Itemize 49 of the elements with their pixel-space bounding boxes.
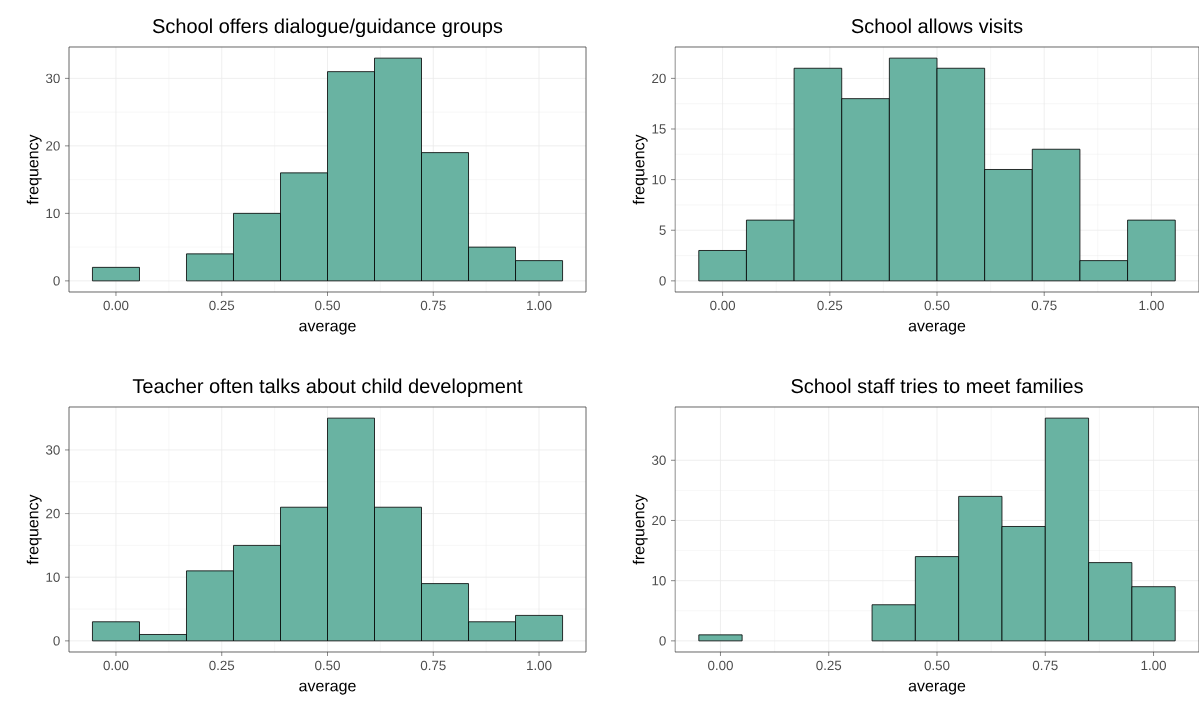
x-tick-label: 0.75 [420, 660, 446, 671]
y-tick-label: 10 [652, 174, 666, 185]
x-axis-title: average [299, 322, 356, 335]
x-tick-label: 1.00 [1141, 660, 1166, 671]
y-axis-title: frequency [632, 494, 648, 565]
y-axis-title: frequency [632, 134, 648, 205]
x-tick-label: 0.75 [1032, 660, 1058, 671]
x-axis-title: average [908, 322, 966, 335]
y-tick-label: 20 [652, 515, 666, 526]
x-tick-label: 0.75 [1031, 300, 1057, 311]
x-tick-label: 0.00 [708, 660, 733, 671]
x-tick-label: 0.50 [315, 300, 340, 311]
x-tick-label: 0.25 [209, 300, 235, 311]
x-axis-title: average [299, 682, 356, 695]
chart-title: School offers dialogue/guidance groups [152, 18, 503, 38]
x-tick-label: 0.00 [103, 660, 129, 671]
x-tick-label: 0.25 [816, 660, 842, 671]
y-axis-title: frequency [26, 494, 42, 565]
y-tick-label: 30 [45, 445, 60, 455]
y-tick-label: 20 [46, 508, 60, 519]
y-tick-label: 10 [46, 572, 60, 582]
y-tick-label: 20 [652, 73, 666, 84]
y-tick-label: 15 [652, 124, 666, 134]
x-tick-label: 1.00 [527, 660, 552, 671]
x-axis-title: average [908, 682, 966, 695]
x-tick-label: 1.00 [527, 300, 552, 311]
y-tick-label: 30 [651, 455, 666, 465]
x-tick-label: 0.75 [420, 300, 446, 311]
x-tick-label: 0.00 [103, 300, 129, 311]
y-tick-label: 0 [53, 276, 60, 286]
x-tick-label: 1.00 [1139, 300, 1164, 311]
x-tick-label: 0.25 [817, 300, 843, 311]
chart-title: School staff tries to meet families [791, 378, 1083, 394]
chart-title: School allows visits [851, 18, 1023, 34]
x-tick-label: 0.00 [710, 300, 736, 311]
y-axis-title: frequency [26, 134, 42, 205]
y-tick-label: 10 [652, 575, 666, 586]
chart-title: Teacher often talks about child development [132, 378, 523, 398]
y-tick-label: 20 [46, 141, 60, 151]
y-tick-label: 10 [46, 208, 60, 219]
x-tick-label: 0.50 [924, 660, 950, 671]
x-tick-label: 0.50 [315, 660, 340, 671]
y-tick-label: 0 [53, 636, 60, 646]
x-tick-label: 0.50 [924, 300, 950, 311]
y-tick-label: 0 [659, 276, 666, 286]
y-tick-label: 30 [45, 73, 60, 84]
x-tick-label: 0.25 [209, 660, 235, 671]
y-tick-label: 0 [659, 636, 666, 646]
y-tick-label: 5 [659, 225, 666, 235]
